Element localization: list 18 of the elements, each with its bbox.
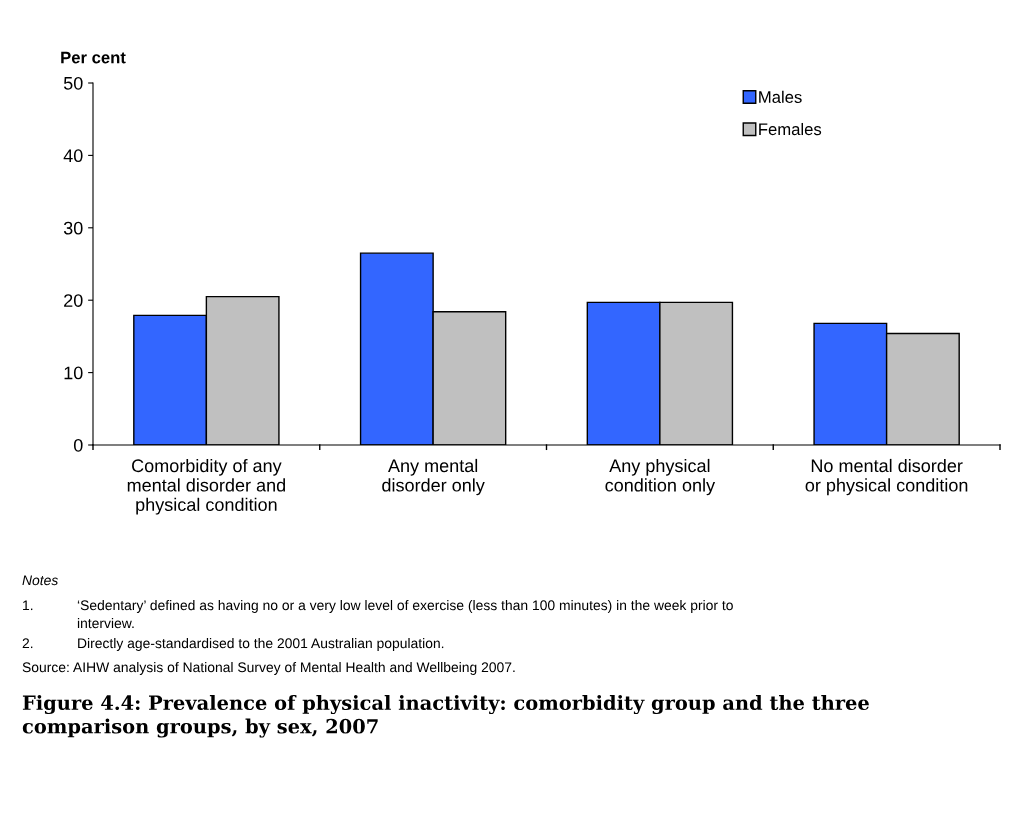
legend-label: Males [759,90,802,103]
y-tick-label: 0 [73,438,83,452]
x-tick-label: Comorbidity of any mental disorder and physical condition [127,458,286,515]
x-tick-label: Any physical condition only [605,458,716,496]
y-tick-label: 10 [64,366,83,380]
source-note: Source: AIHW analysis of National Survey of Mental Health and Wellbeing 2007. [22,662,515,675]
y-tick-label: 40 [63,149,83,163]
y-axis-title: Per cent [61,51,126,64]
x-tick-label: No mental disorder or physical condition [805,458,968,496]
legend-label: Females [759,122,822,136]
text: 1. ‘Sedentary’ defined as having no or a very low level of exercise (less than 100 minutes) in the week prior to interview. [23,600,733,629]
x-tick-label: Any mental disorder only [382,458,485,496]
text: Notes [22,575,58,586]
y-tick-label: 20 [64,294,83,307]
text: Figure 4.4: Prevalence of physical inactivity: comorbidity group and the three comparison groups, by sex, 2007 [22,695,869,738]
text: 2. Directly age-standardised to the 2001 Australian population. [22,638,444,651]
y-tick-label: 30 [63,221,83,235]
y-tick-label: 50 [63,76,83,90]
